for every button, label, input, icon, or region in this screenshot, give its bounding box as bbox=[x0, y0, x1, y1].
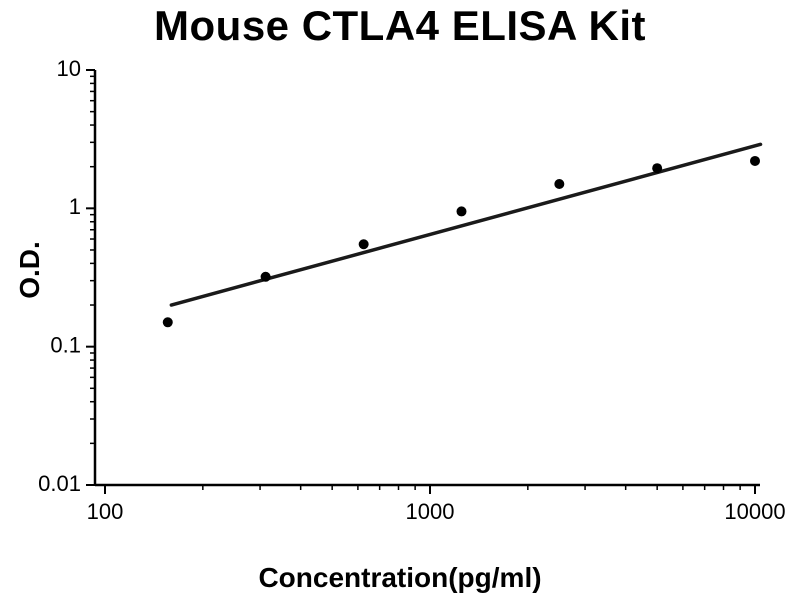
trend-line bbox=[169, 142, 763, 307]
data-point bbox=[358, 239, 369, 250]
data-point bbox=[652, 163, 663, 174]
data-point bbox=[554, 178, 565, 189]
data-point bbox=[750, 155, 760, 166]
data-point bbox=[162, 317, 173, 328]
y-tick-label: 10 bbox=[57, 56, 81, 81]
x-tick-label: 1000 bbox=[406, 499, 455, 524]
y-tick-label: 0.01 bbox=[38, 471, 81, 496]
data-point bbox=[456, 206, 467, 217]
x-tick-label: 100 bbox=[87, 499, 124, 524]
y-tick-label: 0.1 bbox=[50, 332, 81, 357]
y-tick-label: 1 bbox=[69, 194, 81, 219]
chart-title: Mouse CTLA4 ELISA Kit bbox=[154, 2, 646, 49]
x-tick-label: 10000 bbox=[724, 499, 785, 524]
x-axis-label: Concentration(pg/ml) bbox=[258, 562, 542, 593]
data-point bbox=[260, 271, 271, 282]
